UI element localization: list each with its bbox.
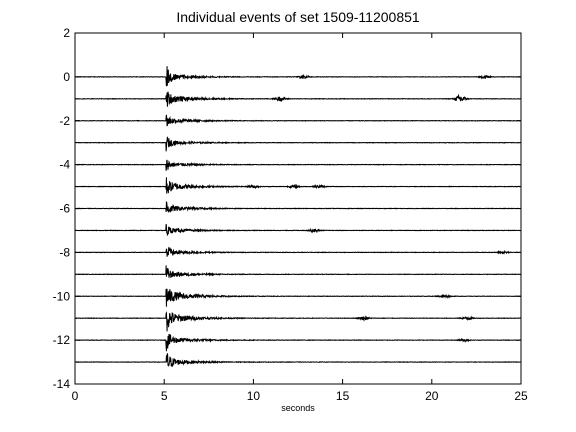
trace-12 bbox=[74, 311, 522, 332]
trace-6 bbox=[74, 177, 522, 194]
trace-group bbox=[74, 66, 522, 368]
x-tick-label: 5 bbox=[161, 389, 168, 403]
x-tick-label: 25 bbox=[514, 389, 528, 403]
trace-2 bbox=[74, 91, 522, 107]
trace-13 bbox=[74, 334, 522, 352]
trace-1 bbox=[74, 66, 522, 87]
chart-title: Individual events of set 1509-11200851 bbox=[176, 9, 420, 25]
trace-11 bbox=[74, 288, 522, 307]
trace-5 bbox=[74, 159, 522, 171]
trace-7 bbox=[74, 201, 522, 214]
x-tick-label: 20 bbox=[425, 389, 439, 403]
y-tick-label: -12 bbox=[53, 333, 71, 347]
y-tick-label: -8 bbox=[59, 245, 70, 259]
x-tick-label: 15 bbox=[336, 389, 350, 403]
y-tick-label: -10 bbox=[53, 289, 71, 303]
trace-10 bbox=[74, 265, 522, 278]
y-tick-label: -6 bbox=[59, 202, 70, 216]
y-tick-label: -4 bbox=[59, 158, 70, 172]
y-tick-label: -2 bbox=[59, 114, 70, 128]
trace-4 bbox=[74, 136, 522, 152]
y-tick-label: 2 bbox=[63, 26, 70, 40]
trace-9 bbox=[74, 246, 522, 257]
y-tick-label: 0 bbox=[63, 70, 70, 84]
x-axis-label: seconds bbox=[281, 403, 315, 413]
x-tick-label: 0 bbox=[72, 389, 79, 403]
trace-8 bbox=[74, 223, 522, 237]
y-tick-label: -14 bbox=[53, 377, 71, 391]
trace-3 bbox=[74, 114, 522, 127]
trace-14 bbox=[74, 353, 522, 368]
x-tick-label: 10 bbox=[247, 389, 261, 403]
